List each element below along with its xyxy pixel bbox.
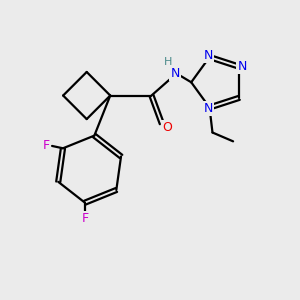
Text: O: O xyxy=(162,121,172,134)
Text: N: N xyxy=(203,103,213,116)
Text: H: H xyxy=(164,57,172,67)
Text: N: N xyxy=(170,67,180,80)
Text: F: F xyxy=(81,212,88,225)
Text: N: N xyxy=(237,60,247,73)
Text: F: F xyxy=(43,140,50,152)
Text: N: N xyxy=(203,49,213,62)
